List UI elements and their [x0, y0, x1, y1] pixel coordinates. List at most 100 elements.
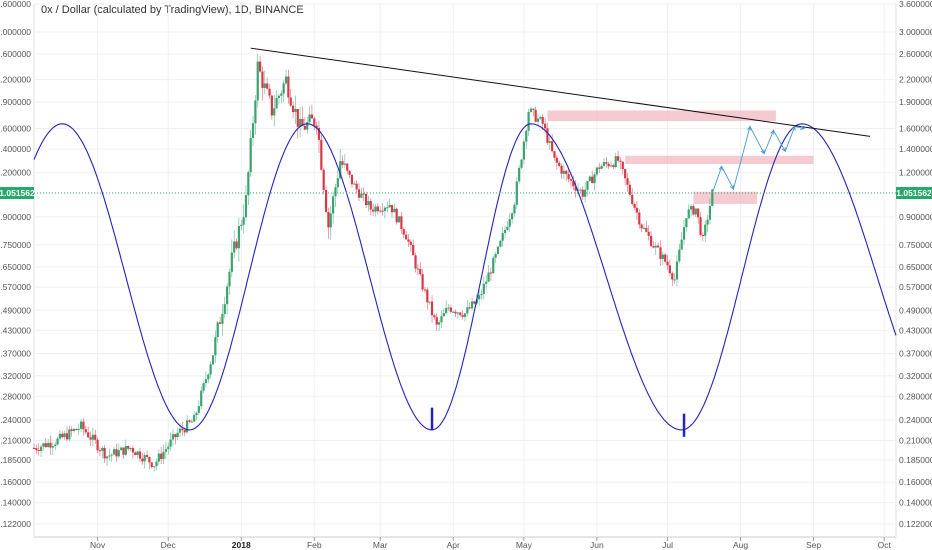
y-tick-label: 0.140000: [0, 498, 31, 508]
y-tick-label: 0.650000: [899, 262, 932, 272]
candle-body: [80, 421, 83, 429]
x-tick-label: Jun: [590, 540, 604, 550]
candle-body: [640, 224, 643, 229]
y-tick-label: 2.200000: [899, 75, 932, 85]
candlesticks[interactable]: [32, 54, 714, 472]
y-tick-label: 0.750000: [899, 240, 932, 250]
candle-body: [447, 307, 450, 309]
resistance-zones: [547, 110, 814, 204]
candle-body: [84, 429, 87, 433]
y-tick-label: 0.122000: [0, 519, 31, 529]
candle-body: [51, 446, 54, 448]
y-tick-label: 0.650000: [0, 262, 31, 272]
candle-body: [593, 174, 596, 184]
candle-body: [645, 227, 648, 232]
candle-body: [395, 208, 398, 223]
candle-body: [605, 162, 608, 164]
candle-body: [482, 283, 485, 294]
candle-body: [268, 88, 271, 96]
candle-body: [181, 428, 184, 431]
candle-body: [586, 180, 589, 190]
y-tick-label: 0.370000: [0, 348, 31, 358]
candle-body: [473, 301, 476, 304]
bottom-markers: [430, 407, 686, 437]
y-tick-label: 2.600000: [0, 49, 31, 59]
sine-wave-overlay[interactable]: [33, 123, 897, 431]
y-tick-label: 0.320000: [0, 371, 31, 381]
candle-body: [75, 429, 78, 431]
candle-body: [313, 118, 316, 126]
candle-body: [393, 208, 396, 213]
candle-body: [193, 414, 196, 422]
candle-body: [162, 451, 165, 459]
candle-body: [668, 265, 672, 274]
candle-body: [440, 316, 443, 323]
candle-body: [230, 252, 233, 272]
candle-body: [68, 429, 71, 440]
candle-body: [607, 163, 610, 167]
candle-body: [579, 189, 582, 191]
candle-body: [503, 229, 507, 234]
candle-body: [308, 114, 311, 123]
candle-body: [501, 233, 504, 241]
x-tick-label: Sep: [806, 540, 821, 550]
y-tick-label: 0.210000: [899, 435, 932, 445]
candle-body: [108, 455, 111, 457]
candle-body: [692, 206, 695, 215]
candle-body: [42, 443, 45, 447]
grid: [33, 3, 897, 538]
candle-body: [402, 229, 405, 235]
y-tick-label: 0.185000: [0, 455, 31, 465]
candle-body: [574, 186, 577, 191]
candle-body: [61, 433, 64, 438]
candle-body: [372, 209, 375, 212]
y-tick-label: 0.370000: [899, 348, 932, 358]
candle-body: [115, 449, 118, 457]
candle-body: [244, 195, 248, 218]
candle-body: [103, 447, 106, 459]
candle-body: [195, 412, 198, 415]
candle-body: [673, 279, 676, 281]
candle-body: [412, 244, 415, 256]
candle-body: [414, 255, 417, 269]
candle-body: [178, 428, 182, 433]
candle-body: [664, 254, 667, 262]
candle-body: [256, 61, 259, 101]
candle-body: [569, 179, 573, 181]
x-tick-label: 2018: [232, 540, 251, 550]
projection-arrowhead: [730, 184, 734, 190]
candle-body: [485, 281, 488, 284]
y-tick-label: 0.280000: [0, 391, 31, 401]
candle-body: [301, 118, 304, 126]
candle-body: [409, 241, 412, 245]
candle-body: [277, 95, 281, 98]
candle-body: [421, 274, 424, 290]
candle-body: [233, 241, 236, 253]
candle-body: [546, 128, 549, 143]
candle-body: [226, 286, 229, 305]
candle-body: [515, 181, 518, 205]
candle-body: [254, 100, 257, 124]
candle-body: [39, 446, 43, 451]
projection-path[interactable]: [711, 125, 806, 194]
y-tick-label: 1.900000: [899, 97, 932, 107]
candle-body: [704, 224, 707, 236]
resistance-zone: [625, 155, 814, 165]
candle-body: [176, 432, 179, 438]
candle-body: [602, 162, 606, 166]
trendline[interactable]: [250, 47, 871, 137]
candle-body: [346, 163, 349, 171]
projection-arrowhead: [760, 149, 765, 155]
candle-body: [442, 313, 445, 317]
candle-body: [522, 141, 525, 160]
candle-body: [129, 448, 132, 450]
candle-body: [562, 170, 566, 174]
candle-body: [270, 95, 273, 116]
y-tick-label: 1.200000: [0, 168, 31, 178]
candle-body: [576, 189, 580, 191]
current-price-tag-left: 1.051562: [0, 187, 35, 200]
candle-body: [136, 451, 139, 456]
candle-body: [282, 83, 285, 94]
y-tick-label: 0.210000: [0, 435, 31, 445]
